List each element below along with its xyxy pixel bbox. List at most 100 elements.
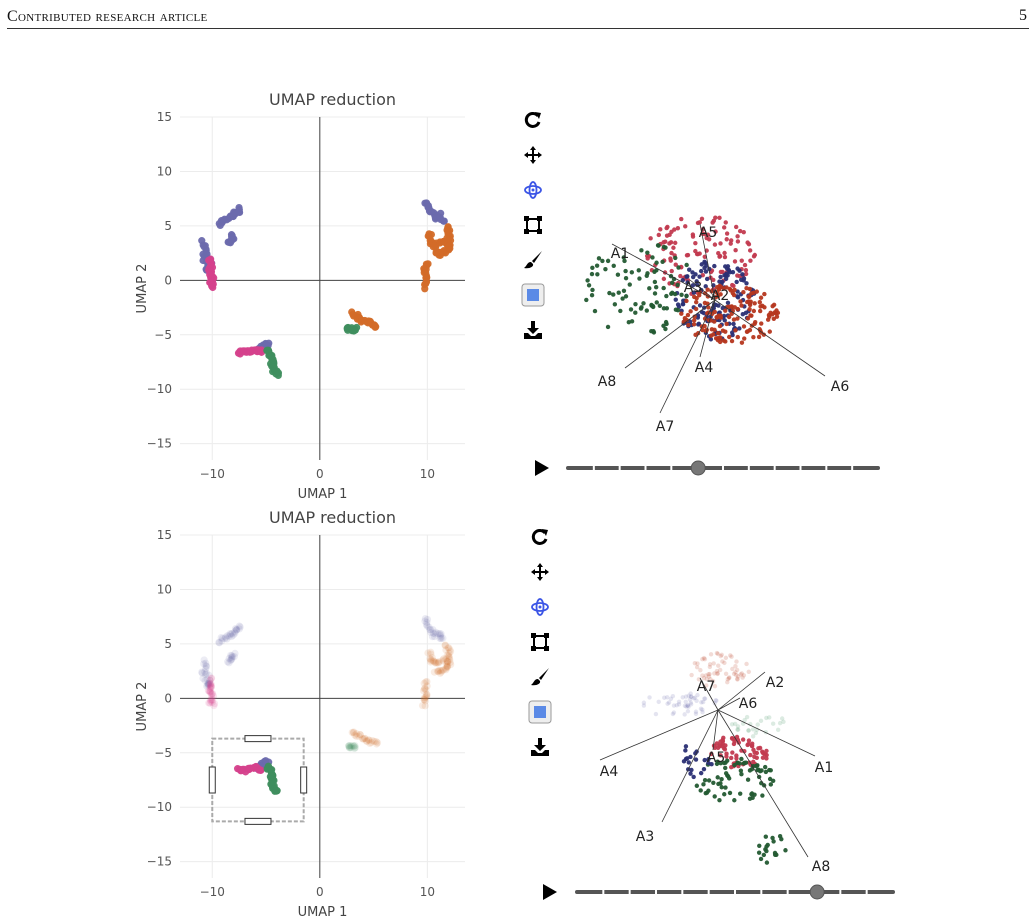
tour-point bbox=[767, 767, 772, 773]
tour-point bbox=[641, 301, 646, 306]
tour-point bbox=[691, 290, 697, 295]
orbit-icon[interactable] bbox=[521, 178, 545, 202]
umap-scatter-bottom[interactable]: UMAP reduction −10 0 10 15 10 5 0 −5 −10 −15 UMAP 1… bbox=[120, 503, 490, 918]
data-point bbox=[443, 662, 451, 671]
tour-point bbox=[607, 290, 612, 296]
pan-icon[interactable] bbox=[528, 560, 552, 584]
tour-point bbox=[729, 764, 734, 770]
tour-point bbox=[718, 653, 723, 659]
tour-point bbox=[732, 287, 737, 292]
tour-point bbox=[655, 243, 661, 248]
data-point bbox=[420, 685, 429, 693]
tour-point bbox=[726, 334, 732, 340]
tour-point bbox=[725, 680, 730, 685]
pan-icon[interactable] bbox=[521, 143, 545, 167]
data-point bbox=[440, 217, 448, 225]
tour-point bbox=[744, 281, 749, 286]
select-box-icon[interactable] bbox=[528, 630, 552, 654]
y-tick-label: 15 bbox=[157, 528, 172, 542]
axis-line bbox=[717, 671, 766, 711]
tour-point bbox=[723, 308, 728, 313]
tour-point bbox=[751, 747, 756, 753]
data-point bbox=[431, 630, 439, 638]
download-icon[interactable] bbox=[528, 735, 552, 759]
data-point bbox=[205, 699, 213, 707]
data-point bbox=[228, 655, 236, 663]
tour-point bbox=[684, 293, 689, 299]
slider-handle[interactable] bbox=[809, 884, 825, 900]
tour-point bbox=[739, 303, 744, 308]
tour-point bbox=[695, 692, 700, 698]
tour-point bbox=[724, 237, 729, 242]
data-point bbox=[443, 651, 451, 659]
resize-handle-right[interactable] bbox=[300, 766, 308, 794]
tour-point bbox=[721, 338, 727, 343]
select-box-icon[interactable] bbox=[521, 213, 545, 237]
tour-point bbox=[732, 798, 737, 803]
tour-point bbox=[687, 267, 692, 272]
resize-handle-left[interactable] bbox=[208, 766, 216, 794]
tour-point bbox=[618, 308, 623, 314]
play-button[interactable] bbox=[535, 460, 549, 476]
slider-handle[interactable] bbox=[690, 460, 706, 476]
tour-point bbox=[605, 258, 611, 264]
tour-point bbox=[697, 251, 702, 256]
data-point bbox=[437, 633, 445, 641]
tour-point bbox=[739, 277, 744, 283]
tour-point bbox=[671, 245, 676, 250]
tour-point bbox=[620, 296, 625, 301]
data-point bbox=[209, 283, 217, 292]
tour-point bbox=[732, 259, 738, 264]
brush-icon[interactable] bbox=[528, 665, 552, 689]
reset-icon[interactable] bbox=[528, 525, 552, 549]
data-point bbox=[222, 633, 230, 641]
tour-point bbox=[751, 308, 757, 314]
tour-point bbox=[661, 240, 666, 245]
tour-point bbox=[746, 728, 751, 733]
tour-group-bottom[interactable]: A7 A2 A6 A4 A5 A1 A3 A8 bbox=[543, 650, 895, 900]
tour-point bbox=[621, 255, 626, 260]
play-button[interactable] bbox=[543, 884, 557, 900]
resize-handle-bottom[interactable] bbox=[244, 817, 272, 825]
tour-point bbox=[648, 236, 653, 241]
orbit-icon[interactable] bbox=[528, 595, 552, 619]
axis-label: A6 bbox=[739, 696, 758, 712]
download-icon[interactable] bbox=[521, 318, 545, 342]
tour-point bbox=[730, 666, 735, 672]
x-tick-label: 10 bbox=[420, 467, 435, 481]
tour-point bbox=[741, 673, 747, 678]
running-head: Contributed research article bbox=[7, 8, 208, 25]
color-picker-icon[interactable] bbox=[528, 700, 552, 724]
resize-handle-top[interactable] bbox=[244, 735, 272, 743]
color-picker-icon[interactable] bbox=[521, 283, 545, 307]
data-point bbox=[423, 691, 431, 699]
y-tick-label: 5 bbox=[164, 637, 172, 651]
tour-point bbox=[753, 730, 759, 736]
tour-point bbox=[698, 770, 704, 776]
data-point bbox=[350, 742, 358, 750]
tour-point bbox=[722, 792, 727, 797]
tour-point bbox=[771, 839, 776, 844]
tour-point bbox=[756, 334, 762, 340]
data-point bbox=[206, 676, 214, 684]
reset-icon[interactable] bbox=[521, 108, 545, 132]
tour-point bbox=[712, 327, 717, 332]
tour-point bbox=[664, 321, 669, 327]
data-point bbox=[447, 661, 455, 669]
data-point bbox=[432, 659, 440, 667]
brush-icon[interactable] bbox=[521, 248, 545, 272]
tour-point bbox=[731, 671, 737, 676]
data-point bbox=[443, 660, 451, 668]
tour-point bbox=[641, 703, 647, 708]
tour-point bbox=[627, 282, 632, 287]
umap-scatter-top[interactable]: UMAP reduction −10 0 10 15 10 5 0 −5 −10 −15 UMAP 1… bbox=[120, 85, 490, 500]
axis-line bbox=[699, 299, 716, 358]
data-point bbox=[438, 667, 446, 675]
tour-point bbox=[733, 247, 738, 253]
tour-point bbox=[745, 316, 751, 321]
tour-point bbox=[722, 747, 728, 752]
tour-point bbox=[715, 651, 721, 657]
data-point bbox=[206, 687, 214, 695]
